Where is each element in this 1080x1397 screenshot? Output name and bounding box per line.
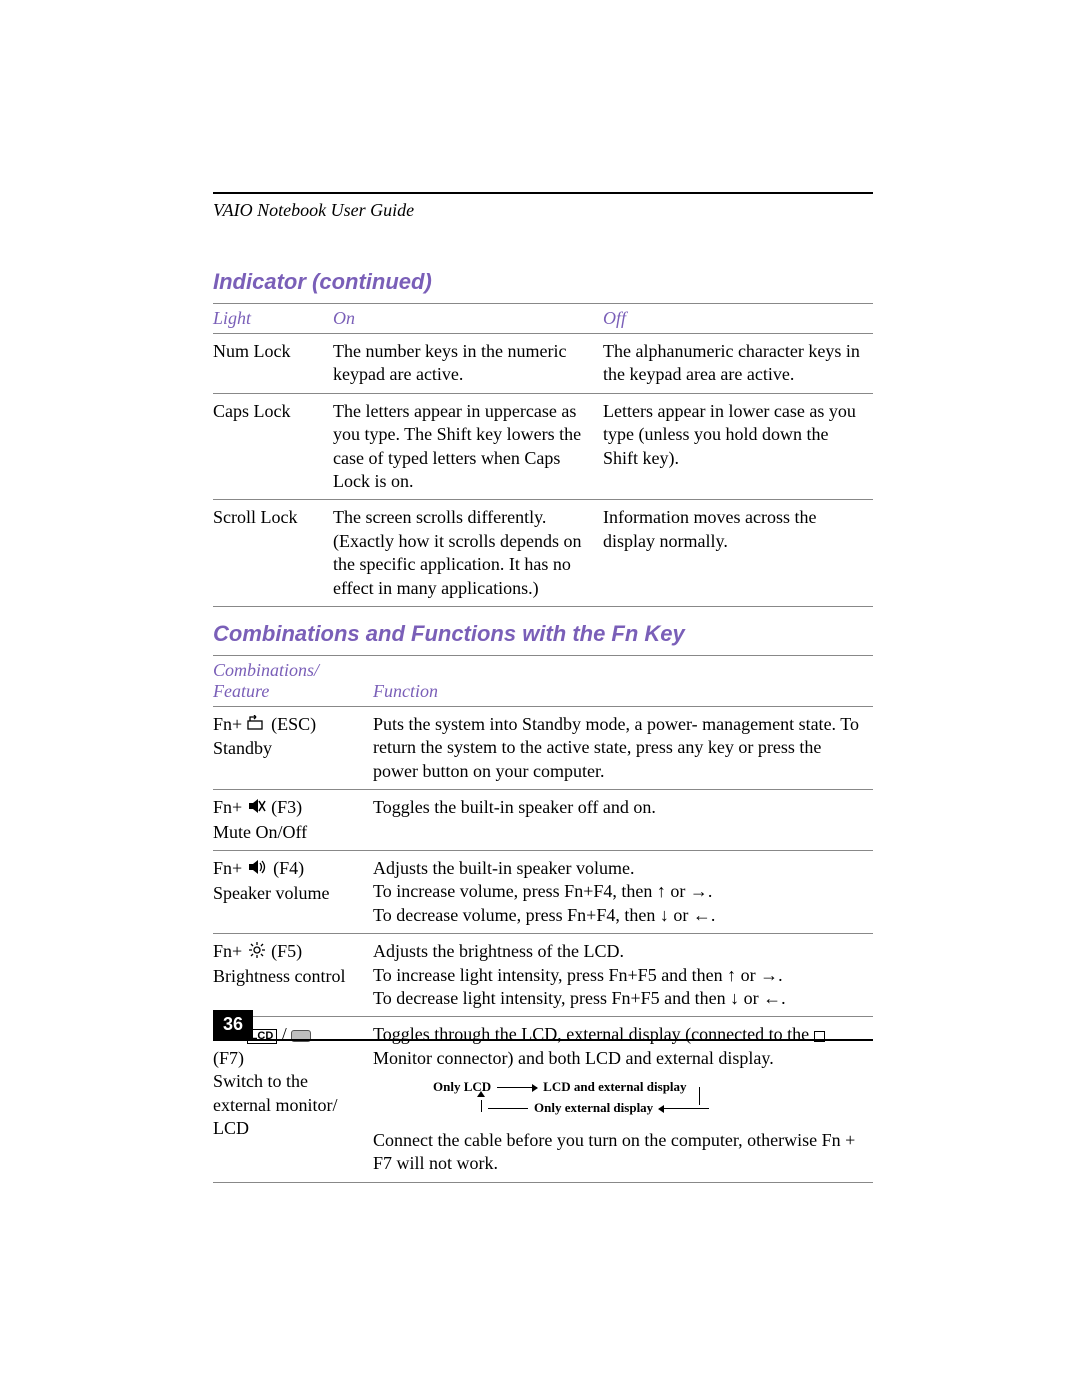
cell-on: The number keys in the numeric keypad ar… [333, 334, 603, 394]
cell-feature: Fn+ LCD / (F7) Switch to the external mo… [213, 1017, 373, 1182]
cell-light: Caps Lock [213, 393, 333, 500]
table-row: Scroll Lock The screen scrolls different… [213, 500, 873, 607]
col-header-line1: Combinations/ [213, 660, 319, 680]
col-header-off: Off [603, 304, 873, 334]
fn-prefix: Fn+ [213, 941, 247, 961]
feature-sub: Mute On/Off [213, 821, 363, 844]
cell-off: The alphanumeric character keys in the k… [603, 334, 873, 394]
key-label: (ESC) [271, 714, 316, 734]
col-header-feature: Combinations/ Feature [213, 655, 373, 706]
table-row: Fn+ (F3) Mute On/Off Toggles the built-i… [213, 790, 873, 851]
col-header-line2: Feature [213, 681, 269, 701]
cell-feature: Fn+ (F4) Speaker volume [213, 851, 373, 934]
cell-on: The letters appear in uppercase as you t… [333, 393, 603, 500]
key-label: (F5) [271, 941, 302, 961]
col-header-on: On [333, 304, 603, 334]
diagram-label-both: LCD and external display [543, 1079, 686, 1096]
table-row: Fn+ (F5) Brightness control Adjusts the … [213, 934, 873, 1017]
diagram-label-only-ext: Only external display [534, 1100, 653, 1117]
page-number: 36 [213, 1010, 253, 1039]
display-toggle-diagram: Only LCD LCD and external display Onl [433, 1078, 863, 1117]
standby-icon [247, 714, 267, 737]
header-guide-title: VAIO Notebook User Guide [213, 200, 873, 221]
fn-table: Combinations/ Feature Function Fn+ (ESC) [213, 655, 873, 1183]
cell-function: Toggles through the LCD, external displa… [373, 1017, 873, 1182]
section-heading-indicator: Indicator (continued) [213, 269, 873, 295]
func-line: Adjusts the brightness of the LCD. [373, 941, 624, 961]
fn-prefix: Fn+ [213, 797, 247, 817]
cell-function: Adjusts the brightness of the LCD. To in… [373, 934, 873, 1017]
cell-off: Information moves across the display nor… [603, 500, 873, 607]
func-line: Monitor connector) and both LCD and exte… [373, 1048, 774, 1068]
feature-sub: Standby [213, 737, 363, 760]
diagram-connector [481, 1100, 482, 1112]
col-header-function: Function [373, 655, 873, 706]
indicator-table: Light On Off Num Lock The number keys in… [213, 303, 873, 607]
cell-light: Scroll Lock [213, 500, 333, 607]
func-line: To increase light intensity, press Fn+F5… [373, 965, 783, 985]
table-row: Fn+ (ESC) Standby Puts the system into S… [213, 706, 873, 789]
feature-sub: LCD [213, 1117, 363, 1140]
cell-off: Letters appear in lower case as you type… [603, 393, 873, 500]
page-footer: 36 [213, 1010, 873, 1041]
mute-icon [247, 797, 267, 820]
table-row: Num Lock The number keys in the numeric … [213, 334, 873, 394]
section-heading-fn: Combinations and Functions with the Fn K… [213, 621, 873, 647]
cell-on: The screen scrolls differently. (Exactly… [333, 500, 603, 607]
col-header-light: Light [213, 304, 333, 334]
cell-light: Num Lock [213, 334, 333, 394]
cell-feature: Fn+ (F5) Brightness control [213, 934, 373, 1017]
fn-prefix: Fn+ [213, 858, 247, 878]
brightness-icon [247, 941, 267, 965]
feature-sub: Switch to the [213, 1070, 363, 1093]
arrow-right-icon [497, 1087, 537, 1088]
diagram-connector [699, 1087, 700, 1105]
cell-feature: Fn+ (F3) Mute On/Off [213, 790, 373, 851]
cell-function: Adjusts the built-in speaker volume. To … [373, 851, 873, 934]
arrow-left-icon [659, 1108, 709, 1109]
key-label: (F4) [273, 858, 304, 878]
arrow-up-icon [477, 1091, 485, 1097]
cell-feature: Fn+ (ESC) Standby [213, 706, 373, 789]
func-line: To decrease volume, press Fn+F4, then ↓ … [373, 905, 715, 925]
func-line: To decrease light intensity, press Fn+F5… [373, 988, 786, 1008]
func-line: Adjusts the built-in speaker volume. [373, 858, 634, 878]
table-row: Fn+ LCD / (F7) Switch to the external mo… [213, 1017, 873, 1182]
func-line: Connect the cable before you turn on the… [373, 1130, 855, 1173]
table-row: Fn+ (F4) Speaker volume Adjusts the buil… [213, 851, 873, 934]
feature-sub: (F7) [213, 1047, 363, 1070]
fn-prefix: Fn+ [213, 714, 247, 734]
cell-function: Toggles the built-in speaker off and on. [373, 790, 873, 851]
feature-sub: external monitor/ [213, 1094, 363, 1117]
diagram-connector [488, 1108, 528, 1109]
feature-sub: Speaker volume [213, 882, 363, 905]
table-row: Caps Lock The letters appear in uppercas… [213, 393, 873, 500]
key-label: (F3) [271, 797, 302, 817]
feature-sub: Brightness control [213, 965, 363, 988]
func-line: To increase volume, press Fn+F4, then ↑ … [373, 881, 712, 901]
speaker-icon [247, 858, 269, 881]
cell-function: Puts the system into Standby mode, a pow… [373, 706, 873, 789]
